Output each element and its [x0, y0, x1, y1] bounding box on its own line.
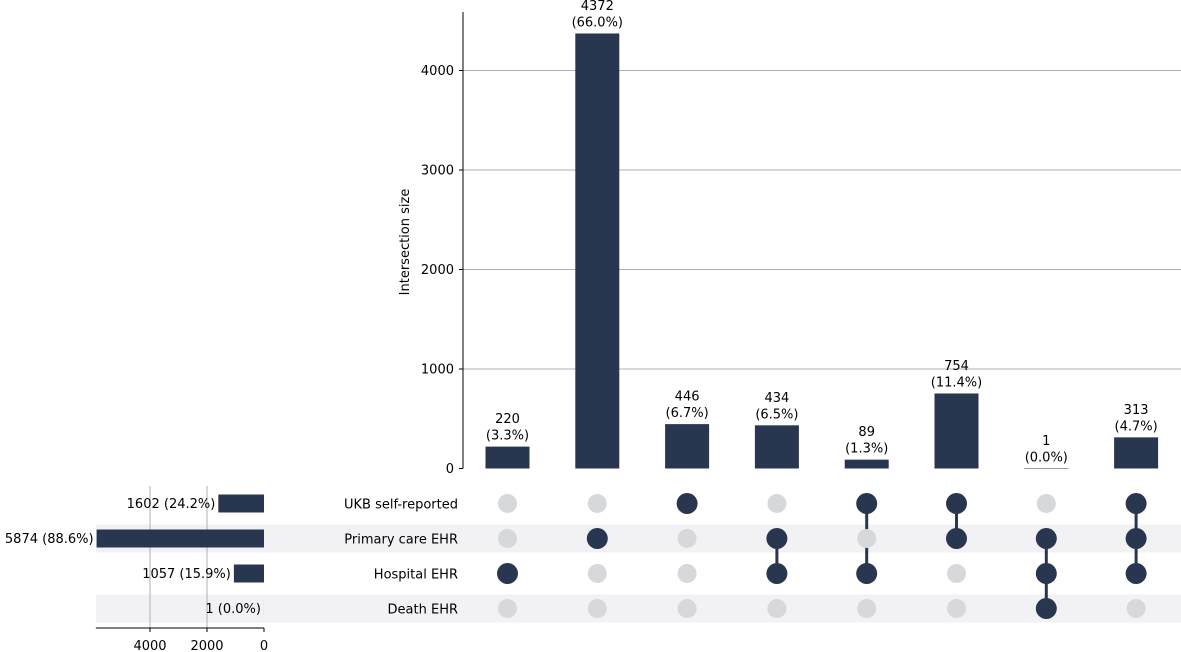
membership-dot-active: [676, 493, 698, 514]
membership-dot-inactive: [947, 599, 966, 618]
y-tick-label: 2000: [421, 263, 454, 278]
membership-dot-inactive: [1036, 494, 1056, 513]
set-size-bar: [233, 564, 264, 583]
bar-count-label: 434: [764, 391, 789, 406]
bar-percent-label: (1.3%): [845, 442, 888, 457]
membership-dot-active: [1035, 563, 1057, 584]
intersection-bar: [844, 459, 889, 469]
set-size-label: 1602 (24.2%): [127, 497, 216, 512]
set-size-label: 1057 (15.9%): [142, 567, 231, 582]
y-tick-label: 0: [446, 462, 454, 477]
membership-dot-active: [586, 528, 608, 549]
membership-dot-inactive: [947, 564, 966, 583]
bar-count-label: 89: [858, 425, 875, 440]
axes: 0 1000 2000 3000 4000: [421, 12, 464, 477]
set-size-bar: [96, 529, 264, 548]
matrix-row-stripe: [96, 524, 1181, 553]
membership-dot-inactive: [677, 529, 697, 548]
bar-percent-label: (11.4%): [931, 375, 982, 390]
membership-dot-active: [856, 493, 878, 514]
bar-count-label: 1: [1042, 434, 1050, 449]
set-name-label: UKB self-reported: [344, 498, 458, 513]
membership-dot-active: [1035, 528, 1057, 549]
matrix-stripes: [96, 524, 1181, 623]
set-size-tick-label: 0: [260, 639, 268, 652]
membership-dot-active: [1125, 493, 1147, 514]
y-axis-label: Intersection size: [398, 189, 413, 296]
membership-dot-inactive: [498, 529, 517, 548]
intersection-bar: [575, 33, 620, 469]
bar-percent-label: (0.0%): [1025, 450, 1068, 465]
matrix-row-stripe: [96, 594, 1181, 623]
bar-count-label: 4372: [581, 0, 614, 14]
bar-percent-label: (3.3%): [486, 429, 529, 444]
membership-dot-inactive: [587, 494, 607, 513]
y-tick-label: 3000: [421, 164, 454, 179]
set-size-label: 1 (0.0%): [205, 602, 261, 617]
membership-dot-inactive: [767, 494, 787, 513]
set-size-bars: 4000 2000 0 1602 (24.2%) 5874 (88.6%) 1057 (1…: [5, 486, 268, 652]
y-tick-label: 1000: [421, 363, 454, 378]
gridlines: [463, 70, 1181, 370]
intersection-bar: [934, 393, 979, 469]
set-name-label: Death EHR: [388, 603, 458, 618]
bar-count-label: 446: [675, 390, 700, 405]
intersection-bar: [665, 424, 710, 469]
set-size-bar: [218, 494, 264, 513]
set-size-label: 5874 (88.6%): [5, 532, 94, 547]
membership-dot-inactive: [857, 599, 877, 618]
membership-dot-inactive: [587, 564, 607, 583]
intersection-bar: [485, 446, 530, 469]
intersection-bar: [1114, 437, 1159, 469]
membership-dot-active: [766, 528, 788, 549]
membership-dot-active: [766, 563, 788, 584]
membership-dot-active: [497, 563, 518, 584]
y-tick-label: 4000: [421, 64, 454, 79]
membership-dot-inactive: [587, 599, 607, 618]
intersection-bar: [754, 425, 799, 469]
set-size-tick-label: 2000: [190, 639, 223, 652]
membership-dot-inactive: [498, 494, 517, 513]
membership-dot-inactive: [857, 529, 877, 548]
bar-count-label: 220: [495, 412, 520, 427]
set-name-label: Hospital EHR: [374, 568, 458, 583]
membership-dot-inactive: [677, 599, 697, 618]
bar-percent-label: (6.7%): [666, 406, 709, 421]
set-size-tick-label: 4000: [133, 639, 166, 652]
membership-dot-inactive: [498, 599, 517, 618]
membership-dot-inactive: [767, 599, 787, 618]
membership-dot-active: [946, 493, 967, 514]
bar-percent-label: (66.0%): [572, 15, 623, 30]
bar-count-label: 754: [944, 359, 969, 374]
intersection-bars: (3.3%) 220 (66.0%)4372 (6.7%)446 (6.5%)434 (1…: [485, 0, 1159, 469]
membership-dot-inactive: [1126, 599, 1146, 618]
membership-dot-active: [1125, 563, 1147, 584]
membership-dot-inactive: [677, 564, 697, 583]
bar-percent-label: (4.7%): [1115, 419, 1158, 434]
membership-dot-active: [1125, 528, 1147, 549]
membership-dot-active: [856, 563, 878, 584]
intersection-bar: [1024, 468, 1069, 469]
set-name-label: Primary care EHR: [344, 533, 458, 548]
bar-count-label: 313: [1124, 403, 1149, 418]
bar-percent-label: (6.5%): [755, 407, 798, 422]
membership-matrix: UKB self-reported Primary care EHR Hospita…: [344, 493, 1147, 619]
membership-dot-active: [946, 528, 967, 549]
membership-dot-active: [1035, 598, 1057, 619]
